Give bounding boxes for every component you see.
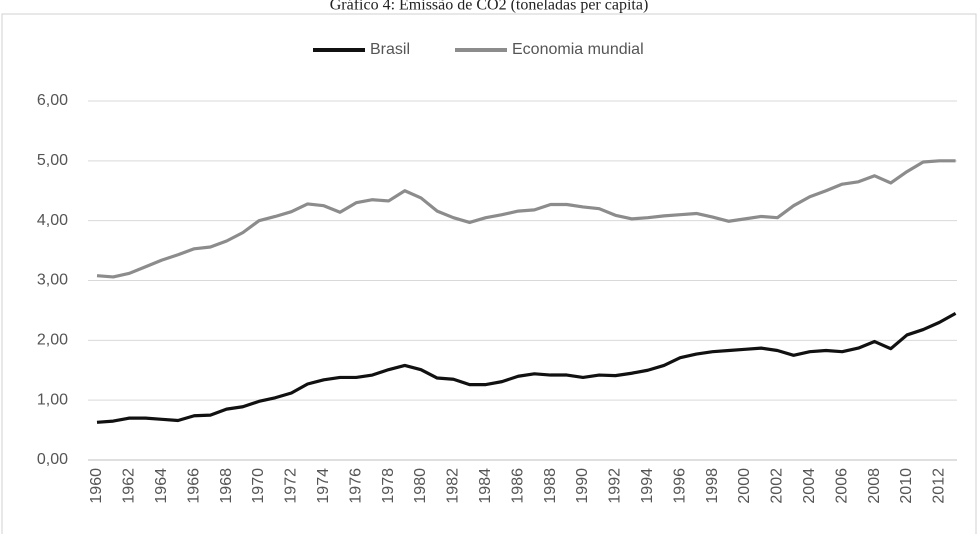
x-tick-label: 2008 [866, 468, 883, 504]
y-tick-label: 0,00 [37, 451, 68, 468]
x-tick-label: 1990 [574, 468, 591, 504]
x-tick-label: 1994 [639, 468, 656, 504]
x-tick-label: 1996 [671, 468, 688, 504]
x-tick-label: 1998 [704, 468, 721, 504]
x-tick-label: 1970 [250, 468, 267, 504]
x-tick-label: 1966 [185, 468, 202, 504]
x-tick-label: 1986 [509, 468, 526, 504]
series-line [96, 159, 956, 279]
x-tick-label: 2012 [931, 468, 948, 504]
chart-border [1, 13, 977, 534]
legend-label: Brasil [370, 41, 410, 58]
x-tick-label: 1992 [607, 468, 624, 504]
y-tick-label: 6,00 [37, 92, 68, 109]
legend-label: Economia mundial [512, 41, 644, 58]
x-tick-label: 1974 [315, 468, 332, 504]
x-tick-label: 1984 [477, 468, 494, 504]
x-tick-label: 1980 [412, 468, 429, 504]
y-tick-label: 3,00 [37, 272, 68, 289]
x-tick-label: 2006 [833, 468, 850, 504]
x-tick-label: 1960 [88, 468, 105, 504]
y-tick-label: 2,00 [37, 332, 68, 349]
y-tick-label: 4,00 [37, 212, 68, 229]
x-tick-label: 1968 [218, 468, 235, 504]
x-tick-label: 1972 [283, 468, 300, 504]
x-tick-label: 2000 [736, 468, 753, 504]
y-tick-label: 5,00 [37, 152, 68, 169]
x-tick-label: 2004 [801, 468, 818, 504]
x-tick-label: 1964 [153, 468, 170, 504]
chart-title: Gráfico 4: Emissão de CO2 (toneladas per… [330, 0, 649, 14]
x-tick-label: 1988 [542, 468, 559, 504]
x-tick-label: 2010 [898, 468, 915, 504]
x-tick-label: 1978 [380, 468, 397, 504]
x-tick-label: 1982 [445, 468, 462, 504]
x-tick-label: 1962 [121, 468, 138, 504]
x-tick-label: 2002 [769, 468, 786, 504]
series-line [96, 312, 957, 424]
x-tick-label: 1976 [347, 468, 364, 504]
y-tick-label: 1,00 [37, 391, 68, 408]
